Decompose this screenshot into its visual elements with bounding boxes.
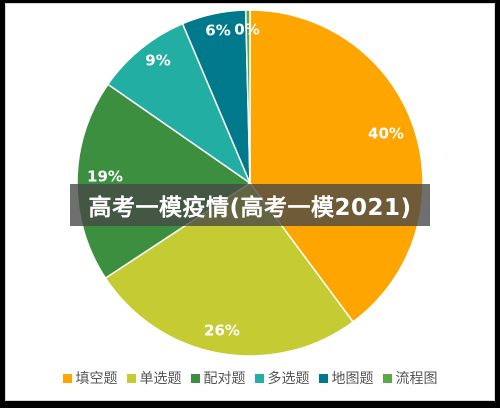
legend-swatch xyxy=(254,373,264,383)
pie-slice-5 xyxy=(244,9,251,184)
pie-slice-0 xyxy=(249,9,424,323)
legend-item-5: 流程图 xyxy=(382,368,438,388)
legend-item-3: 多选题 xyxy=(254,368,310,388)
legend-item-2: 配对题 xyxy=(190,368,246,388)
legend-swatch xyxy=(318,373,328,383)
pie-data-label-2: 19% xyxy=(87,168,123,186)
pie-data-label-0: 40% xyxy=(368,125,404,143)
legend-item-1: 单选题 xyxy=(126,368,182,388)
pie-data-label-3: 9% xyxy=(145,52,170,70)
title-overlay: 高考一模疫情(高考一模2021) xyxy=(70,184,430,226)
legend-item-4: 地图题 xyxy=(318,368,374,388)
legend-label: 配对题 xyxy=(203,371,246,387)
pie-data-label-5: 0% xyxy=(234,21,259,39)
pie-slice-1 xyxy=(104,181,355,357)
pie-slice-2 xyxy=(76,83,252,280)
chart-legend: 填空题 单选题 配对题 多选题 地图题 流程图 xyxy=(0,366,500,390)
legend-label: 多选题 xyxy=(267,371,310,387)
pie-data-label-4: 6% xyxy=(205,22,230,40)
legend-label: 单选题 xyxy=(139,371,182,387)
legend-label: 流程图 xyxy=(395,371,438,387)
overlay-title: 高考一模疫情(高考一模2021) xyxy=(88,195,412,221)
legend-swatch xyxy=(62,373,72,383)
legend-label: 地图题 xyxy=(331,371,374,387)
pie-slice-3 xyxy=(106,22,252,186)
legend-swatch xyxy=(382,373,392,383)
pie-data-label-1: 26% xyxy=(204,322,240,340)
legend-swatch xyxy=(126,373,136,383)
legend-label: 填空题 xyxy=(75,371,118,387)
legend-item-0: 填空题 xyxy=(62,368,118,388)
legend-swatch xyxy=(190,373,200,383)
